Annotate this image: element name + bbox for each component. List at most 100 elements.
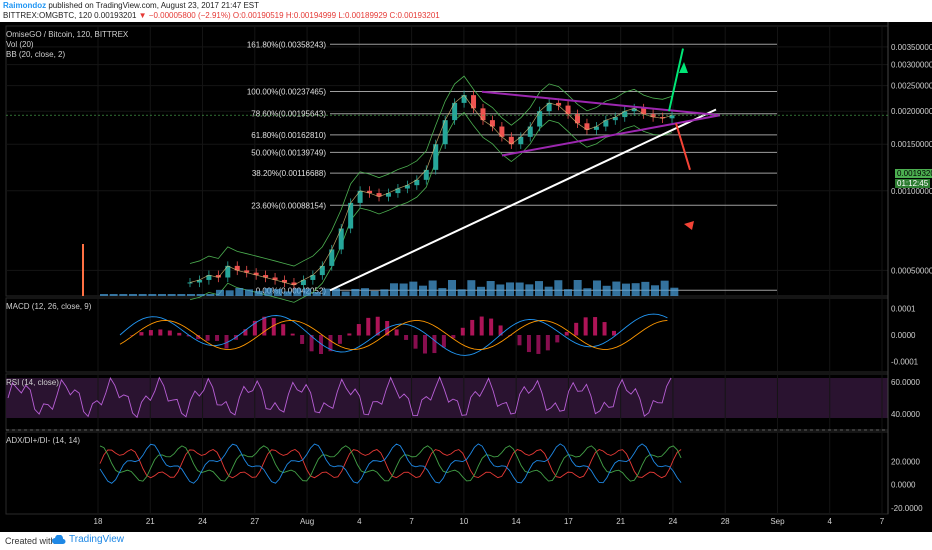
macd-histogram-bar [489, 318, 494, 336]
symbol-info: BITTREX:OMGBTC, 120 0.00193201 [3, 11, 137, 20]
bar-countdown-tag: 01:12:45 [895, 179, 931, 188]
macd-histogram-bar [186, 335, 191, 337]
volume-bar [293, 288, 302, 296]
macd-histogram-bar [451, 335, 456, 339]
candle-body [603, 120, 609, 127]
panel-macd [5, 297, 889, 373]
volume-bar [225, 290, 234, 296]
candle-body [404, 185, 410, 189]
macd-line [119, 313, 668, 356]
fib-level-label: 23.60%(0.00088154) [251, 201, 326, 210]
candle-body [414, 179, 420, 186]
tradingview-brand: TradingView [69, 534, 125, 545]
volume-legend: Vol (20) [6, 40, 34, 49]
volume-bar [167, 294, 176, 296]
candle-body [452, 102, 458, 121]
price-change: ▼ −0.00005800 (−2.91%) [138, 11, 231, 20]
volume-bar [612, 281, 621, 296]
volume-bar [332, 288, 340, 296]
x-tick-label: 4 [357, 517, 362, 526]
volume-bar [660, 280, 669, 296]
volume-bar [245, 289, 253, 296]
candle-body [329, 249, 335, 266]
cloud-icon [52, 534, 66, 544]
volume-bar [138, 294, 147, 296]
volume-bar [274, 288, 282, 296]
fib-level-label: 61.80%(0.00162810) [251, 131, 326, 140]
candle-body [433, 144, 439, 170]
adx-line [99, 448, 682, 479]
chart-canvas[interactable]: 18 21 24 27 Aug 4 7 10 14 17 21 24 28 Sep 4 7 0.00350000… [0, 22, 932, 532]
macd-histogram-bar [347, 333, 352, 336]
x-tick-label: 14 [512, 517, 521, 526]
fib-level-label: 50.00%(0.00139749) [251, 148, 326, 157]
candle-body [565, 105, 571, 115]
volume-bar [477, 286, 485, 296]
x-tick-label: 24 [198, 517, 207, 526]
macd-histogram-bar [224, 335, 229, 349]
macd-histogram-bar [252, 320, 257, 336]
macd-histogram-bar [309, 335, 314, 352]
tradingview-logo[interactable]: TradingView [52, 534, 124, 545]
y-tick-label: 0.00250000 [891, 82, 932, 91]
candle-body [669, 115, 675, 119]
volume-bar [593, 280, 601, 296]
signal-line [119, 320, 668, 350]
macd-histogram-bar [404, 335, 409, 340]
volume-bar [525, 284, 534, 296]
macd-histogram-bar [366, 317, 371, 336]
ascending-trendline [329, 108, 717, 292]
fib-level-label: 161.80%(0.00358243) [247, 40, 327, 49]
volume-bar [409, 281, 418, 296]
macd-histogram-bar [517, 335, 522, 346]
macd-histogram-bar [271, 317, 276, 336]
adx-legend: ADX/DI+/DI- (14, 14) [6, 436, 81, 445]
volume-bar [322, 288, 331, 296]
volume-bar [622, 283, 630, 296]
candle-body [423, 169, 429, 180]
author-name[interactable]: Raimondoz [3, 1, 47, 10]
macd-y-tick-label: 0.0000 [891, 331, 916, 340]
created-with-label: Created with [5, 536, 56, 546]
candle-body [357, 190, 363, 203]
candle-body [291, 282, 297, 286]
volume-bar [129, 294, 137, 296]
macd-histogram-bar [470, 319, 475, 336]
volume-bar [399, 283, 408, 296]
volume-bar [351, 288, 360, 296]
candle-body [272, 277, 278, 280]
price-line [189, 94, 673, 286]
candle-body [395, 188, 401, 194]
x-tick-label: 21 [146, 517, 155, 526]
volume-bar [158, 294, 166, 296]
wedge-upper-line [481, 90, 721, 117]
macd-histogram-bar [243, 329, 248, 336]
macd-histogram-bar [479, 316, 484, 336]
macd-y-tick-label: -0.0001 [891, 357, 919, 366]
volume-bar [370, 290, 379, 296]
macd-histogram-bar [215, 335, 220, 341]
candle-body [461, 95, 467, 103]
last-price-tag: 0.00193201 [895, 169, 932, 178]
di-minus-line [99, 443, 682, 484]
candle-body [546, 102, 552, 112]
candle-body [527, 126, 533, 137]
adx-y-tick-label: -20.0000 [891, 504, 923, 513]
candle-body [310, 275, 316, 280]
volume-bar [438, 288, 447, 296]
macd-histogram-bar [300, 335, 305, 344]
volume-bar [573, 280, 582, 296]
volume-bar [235, 288, 244, 296]
volume-bar [361, 288, 369, 296]
macd-histogram-bar [602, 322, 607, 336]
x-tick-label: 28 [721, 517, 730, 526]
wedge-lower-line [501, 114, 721, 157]
macd-histogram-bar [130, 335, 134, 336]
candle-body [234, 265, 240, 271]
bearish-arrow-head [684, 221, 694, 230]
volume-bar [535, 281, 543, 296]
macd-histogram-bar [328, 335, 333, 352]
volume-bar [119, 294, 128, 296]
candle-body [385, 193, 391, 197]
volume-bar [312, 291, 321, 296]
